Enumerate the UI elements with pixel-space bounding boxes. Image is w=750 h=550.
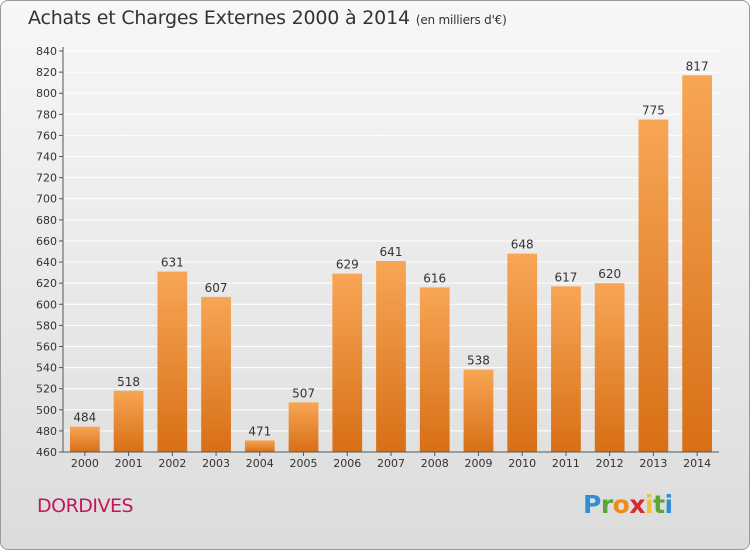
bar-value-label: 616 bbox=[423, 271, 446, 285]
y-tick-label: 560 bbox=[36, 340, 57, 353]
y-tick-label: 680 bbox=[36, 214, 57, 227]
bar-2005 bbox=[288, 402, 319, 452]
axes: 460 480 500 520 540 560 580 600 620 640 660 680 700 7… bbox=[36, 45, 719, 470]
logo-letter: o bbox=[612, 490, 630, 519]
y-tick-label: 580 bbox=[36, 319, 57, 332]
chart-subtitle: (en milliers d'€) bbox=[415, 13, 507, 27]
logo-letter: i bbox=[645, 490, 654, 519]
bar-value-label: 631 bbox=[161, 256, 184, 270]
y-tick-label: 620 bbox=[36, 277, 57, 290]
y-tick-label: 500 bbox=[36, 404, 57, 417]
bar-value-label: 648 bbox=[511, 238, 534, 252]
x-tick-label: 2013 bbox=[639, 457, 667, 470]
logo-letter: x bbox=[629, 490, 645, 519]
logo-letter: i bbox=[664, 490, 674, 519]
x-tick-label: 2009 bbox=[464, 457, 492, 470]
bar-value-label: 518 bbox=[117, 375, 140, 389]
bar-2009 bbox=[463, 369, 494, 452]
bar-2010 bbox=[507, 253, 538, 452]
y-tick-label: 800 bbox=[36, 87, 57, 100]
x-tick-label: 2004 bbox=[246, 457, 274, 470]
commune-name: DORDIVES bbox=[37, 495, 134, 517]
x-tick-label: 2008 bbox=[421, 457, 449, 470]
chart-title-text: Achats et Charges Externes 2000 à 2014 bbox=[28, 7, 410, 29]
bar-2011 bbox=[551, 286, 581, 452]
y-tick-label: 840 bbox=[36, 45, 57, 58]
bar-2001 bbox=[113, 390, 144, 452]
logo-letter: P bbox=[583, 490, 601, 519]
bar-value-label: 620 bbox=[598, 267, 621, 281]
bar-2008 bbox=[419, 287, 450, 452]
bar-value-label: 775 bbox=[642, 104, 665, 118]
y-tick-label: 660 bbox=[36, 235, 57, 248]
bar-value-label: 507 bbox=[292, 386, 315, 400]
bar-value-label: 641 bbox=[380, 245, 403, 259]
proxiti-logo: Proxiti bbox=[583, 490, 673, 519]
y-tick-label: 460 bbox=[36, 446, 57, 459]
logo-letter: r bbox=[600, 490, 613, 519]
x-tick-label: 2001 bbox=[115, 457, 143, 470]
bar-2012 bbox=[594, 283, 625, 452]
bar-value-label: 817 bbox=[686, 59, 709, 73]
y-tick-label: 760 bbox=[36, 129, 57, 142]
bar-2003 bbox=[201, 296, 231, 452]
bar-value-label: 617 bbox=[554, 270, 577, 284]
bar-value-label: 471 bbox=[248, 424, 271, 438]
x-tick-label: 2003 bbox=[202, 457, 230, 470]
x-tick-label: 2002 bbox=[158, 457, 186, 470]
x-tick-label: 2000 bbox=[71, 457, 99, 470]
y-tick-label: 600 bbox=[36, 298, 57, 311]
y-tick-label: 700 bbox=[36, 193, 57, 206]
bar-2006 bbox=[332, 273, 363, 452]
bars: 484 518 631 607 471 507 629 641 616 538 648 617 620 7… bbox=[69, 59, 713, 452]
y-tick-label: 480 bbox=[36, 425, 57, 438]
logo-letter: t bbox=[653, 490, 665, 519]
y-tick-label: 740 bbox=[36, 151, 57, 164]
bar-value-label: 629 bbox=[336, 258, 359, 272]
x-tick-label: 2011 bbox=[552, 457, 580, 470]
bar-value-label: 538 bbox=[467, 354, 490, 368]
x-tick-label: 2012 bbox=[596, 457, 624, 470]
x-tick-label: 2006 bbox=[333, 457, 361, 470]
y-tick-label: 820 bbox=[36, 66, 57, 79]
y-tick-label: 520 bbox=[36, 383, 57, 396]
x-tick-label: 2005 bbox=[290, 457, 318, 470]
y-tick-label: 540 bbox=[36, 362, 57, 375]
y-tick-label: 640 bbox=[36, 256, 57, 269]
y-tick-label: 720 bbox=[36, 172, 57, 185]
bar-2013 bbox=[638, 119, 669, 452]
x-tick-label: 2014 bbox=[683, 457, 711, 470]
chart-title: Achats et Charges Externes 2000 à 2014 (e… bbox=[28, 7, 507, 29]
x-tick-label: 2007 bbox=[377, 457, 405, 470]
bar-2002 bbox=[157, 271, 188, 452]
bar-value-label: 484 bbox=[73, 411, 96, 425]
x-tick-label: 2010 bbox=[508, 457, 536, 470]
bar-2014 bbox=[682, 75, 713, 452]
bar-2007 bbox=[376, 260, 406, 452]
y-tick-label: 780 bbox=[36, 108, 57, 121]
bar-value-label: 607 bbox=[205, 281, 228, 295]
bar-2000 bbox=[69, 426, 100, 452]
bar-2004 bbox=[244, 440, 275, 452]
